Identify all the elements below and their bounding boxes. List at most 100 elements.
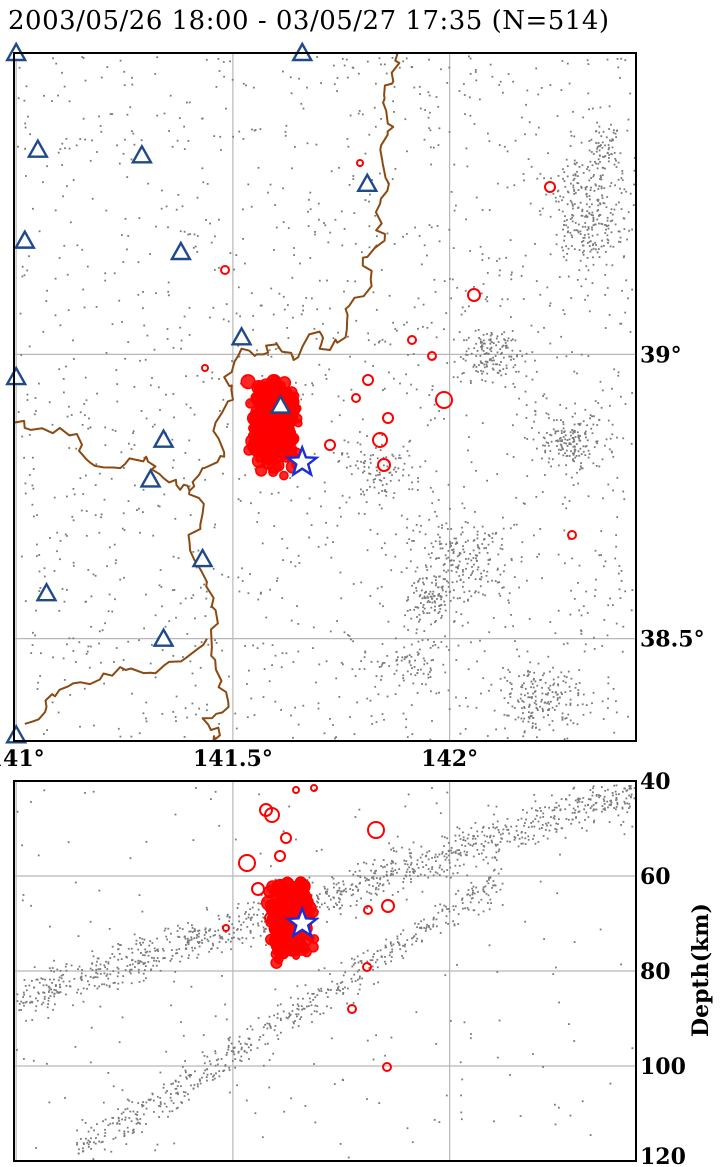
background-quake — [65, 963, 68, 965]
mainshock-star — [284, 443, 320, 478]
background-quake — [348, 184, 351, 186]
background-quake — [565, 245, 567, 248]
background-quake — [407, 793, 410, 796]
background-quake — [410, 704, 413, 706]
background-quake — [565, 676, 568, 678]
background-quake — [572, 174, 575, 177]
background-quake — [417, 297, 420, 300]
background-quake — [586, 195, 588, 198]
background-quake — [606, 238, 609, 241]
background-quake — [487, 563, 490, 565]
background-quake — [338, 901, 341, 903]
background-quake — [406, 670, 409, 673]
background-quake — [391, 950, 393, 953]
background-quake — [542, 812, 545, 815]
background-quake — [571, 812, 574, 814]
background-quake — [620, 177, 623, 179]
background-quake — [526, 675, 529, 677]
background-quake — [557, 609, 560, 612]
background-quake — [367, 332, 369, 335]
background-quake — [439, 864, 442, 867]
background-quake — [494, 533, 497, 535]
background-quake — [179, 927, 181, 930]
background-quake — [366, 479, 369, 482]
background-quake — [187, 1093, 189, 1096]
background-quake — [362, 952, 365, 954]
background-quake — [227, 1048, 230, 1051]
background-quake — [482, 888, 485, 891]
background-quake — [250, 945, 252, 948]
background-quake — [587, 166, 589, 168]
background-quake — [231, 1060, 234, 1062]
background-quake — [138, 507, 140, 510]
background-quake — [269, 1024, 271, 1027]
background-quake — [402, 957, 405, 959]
background-quake — [162, 957, 165, 960]
background-quake — [504, 626, 507, 628]
background-quake — [404, 656, 406, 658]
background-quake — [330, 170, 333, 173]
background-quake — [565, 717, 568, 719]
background-quake — [472, 889, 474, 892]
background-quake — [297, 723, 300, 726]
background-quake — [396, 329, 398, 332]
background-quake — [529, 661, 532, 664]
background-quake — [160, 586, 163, 588]
background-quake — [573, 941, 576, 943]
background-quake — [573, 159, 576, 162]
background-quake — [313, 1010, 316, 1013]
background-quake — [494, 884, 497, 887]
background-quake — [598, 554, 601, 557]
background-quake — [253, 901, 255, 904]
background-quake — [491, 856, 494, 859]
background-quake — [357, 888, 360, 891]
background-quake — [483, 569, 485, 572]
background-quake — [563, 171, 566, 174]
background-quake — [30, 801, 32, 803]
background-quake — [175, 616, 177, 619]
background-quake — [86, 987, 88, 990]
background-quake — [270, 355, 273, 358]
background-quake — [582, 253, 585, 256]
background-quake — [565, 473, 568, 476]
background-quake — [56, 550, 58, 553]
background-quake — [604, 789, 607, 792]
background-quake — [452, 905, 455, 908]
background-quake — [560, 798, 563, 800]
background-quake — [527, 696, 530, 699]
background-quake — [482, 886, 485, 889]
background-quake — [339, 893, 342, 895]
background-quake — [534, 842, 537, 845]
background-quake — [335, 883, 338, 886]
background-quake — [518, 655, 521, 658]
background-quake — [302, 997, 304, 1000]
background-quake — [146, 334, 149, 337]
background-quake — [524, 843, 527, 845]
background-quake — [508, 592, 511, 595]
background-quake — [237, 1051, 240, 1054]
background-quake — [127, 341, 130, 343]
background-quake — [469, 73, 472, 75]
background-quake — [53, 970, 55, 973]
background-quake — [464, 907, 466, 910]
background-quake — [504, 373, 507, 375]
background-quake — [90, 1126, 93, 1129]
background-quake — [535, 133, 537, 136]
background-quake — [534, 410, 537, 413]
background-quake — [159, 569, 162, 571]
background-quake — [214, 523, 216, 526]
background-quake — [448, 861, 451, 864]
coastline — [13, 52, 401, 742]
background-quake — [557, 464, 560, 467]
aftershock — [351, 393, 361, 403]
background-quake — [382, 875, 385, 878]
background-quake — [595, 795, 598, 797]
background-quake — [349, 716, 351, 718]
background-quake — [569, 690, 572, 692]
background-quake — [592, 423, 595, 426]
background-quake — [162, 1086, 165, 1089]
background-quake — [540, 678, 542, 681]
background-quake — [456, 555, 459, 558]
background-quake — [297, 1005, 300, 1007]
background-quake — [555, 233, 558, 236]
